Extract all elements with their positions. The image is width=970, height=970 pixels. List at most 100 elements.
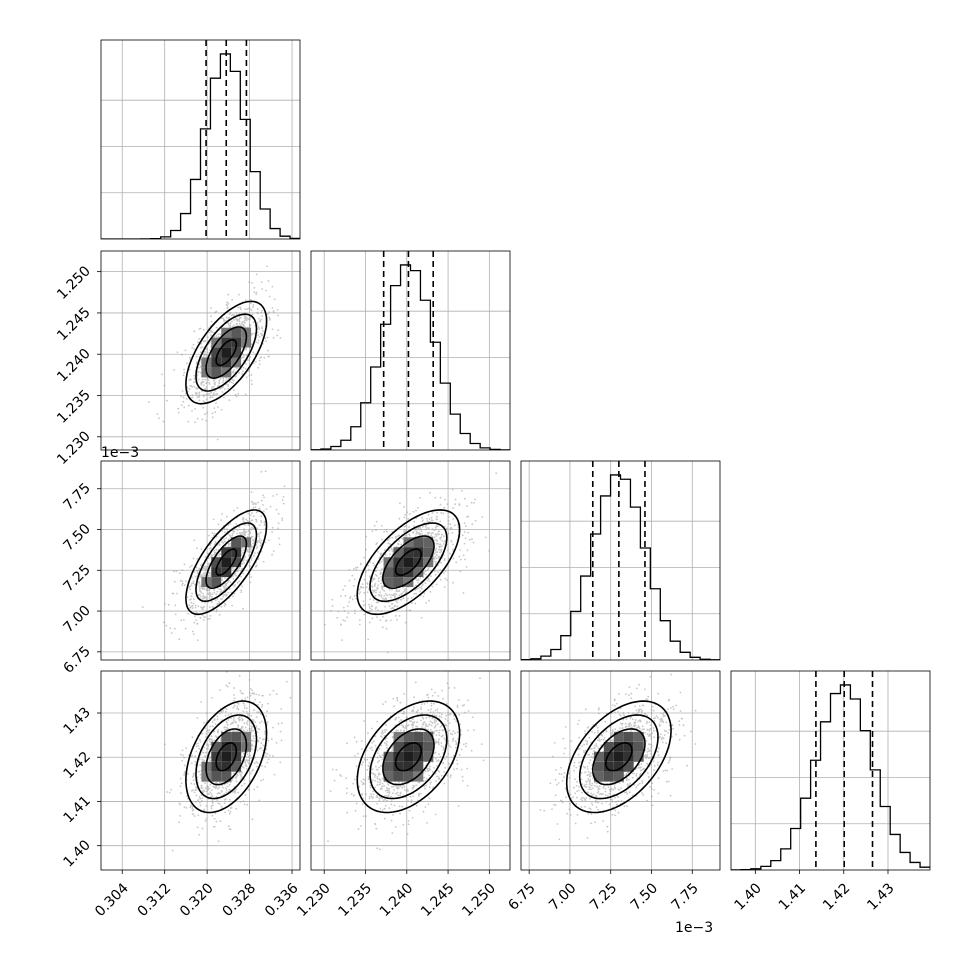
sample-point (217, 384, 220, 387)
sample-point (215, 593, 218, 596)
sample-point (256, 765, 258, 768)
sample-point (369, 561, 372, 563)
sample-point (414, 589, 417, 591)
sample-point (348, 579, 351, 582)
sample-point (388, 589, 391, 591)
sample-point (185, 807, 188, 809)
sample-point (471, 716, 474, 719)
sample-point (223, 577, 226, 579)
sample-point (191, 410, 193, 412)
sample-point (221, 598, 223, 600)
sample-point (177, 407, 180, 410)
sample-point (276, 493, 278, 496)
sample-point (376, 587, 379, 589)
sample-point (243, 354, 245, 357)
sample-point (222, 709, 225, 712)
sample-point (264, 752, 267, 754)
sample-point (450, 528, 453, 530)
sample-point (443, 559, 446, 562)
sample-point (370, 604, 373, 607)
sample-point (216, 602, 219, 605)
sample-point (203, 597, 206, 600)
sample-point (207, 565, 210, 567)
sample-point (227, 719, 230, 721)
sample-point (385, 529, 388, 531)
sample-point (199, 327, 202, 330)
sample-point (253, 540, 255, 543)
sample-point (180, 395, 183, 398)
sample-point (227, 542, 230, 545)
density-cell (211, 751, 222, 762)
sample-point (219, 738, 222, 740)
sample-point (364, 603, 367, 606)
sample-point (205, 388, 207, 391)
sample-point (204, 601, 206, 604)
sample-point (237, 726, 240, 728)
sample-point (252, 720, 255, 723)
sample-point (248, 528, 250, 531)
sample-point (211, 725, 214, 728)
density-cell (211, 347, 222, 358)
sample-point (258, 748, 261, 750)
sample-point (250, 298, 252, 301)
sample-point (355, 566, 357, 569)
sample-point (211, 814, 214, 817)
sample-point (181, 749, 184, 752)
sample-point (353, 578, 356, 581)
sample-point (253, 552, 256, 554)
sample-point (397, 598, 400, 601)
sample-point (208, 729, 211, 731)
sample-point (223, 538, 226, 540)
sample-point (228, 588, 231, 590)
sample-point (439, 551, 441, 554)
sample-point (438, 555, 441, 558)
sample-point (404, 589, 406, 592)
sample-point (481, 516, 484, 518)
sample-point (243, 562, 246, 564)
sample-point (240, 568, 243, 570)
sample-point (236, 581, 239, 584)
sample-point (194, 760, 197, 763)
sample-point (193, 385, 196, 388)
sample-point (256, 546, 259, 548)
sample-point (360, 748, 363, 750)
sample-point (229, 322, 232, 325)
sample-point (267, 349, 269, 352)
sample-point (244, 697, 247, 700)
sample-point (199, 804, 202, 807)
sample-point (164, 743, 166, 746)
sample-point (276, 334, 278, 337)
sample-point (201, 381, 204, 384)
sample-point (191, 736, 194, 739)
sample-point (434, 563, 437, 566)
sample-point (464, 558, 466, 561)
sample-point (169, 627, 172, 630)
sample-point (197, 814, 200, 817)
sample-point (161, 373, 164, 376)
sample-point (445, 714, 448, 717)
sample-point (261, 703, 264, 706)
sample-point (245, 759, 248, 762)
sample-point (239, 727, 242, 730)
sample-point (187, 612, 189, 615)
sample-point (205, 748, 208, 750)
sample-point (240, 589, 243, 592)
sample-point (342, 619, 345, 621)
hist-panel-4 (730, 670, 931, 871)
hist-panel-2 (310, 250, 511, 451)
sample-point (223, 528, 226, 531)
sample-point (193, 374, 196, 377)
sample-point (410, 799, 413, 802)
sample-point (369, 786, 372, 789)
sample-point (170, 788, 173, 791)
sample-point (232, 530, 235, 533)
sample-point (455, 742, 458, 744)
sample-point (246, 308, 249, 310)
sample-point (207, 589, 210, 592)
sample-point (424, 525, 427, 528)
sample-point (205, 398, 208, 401)
sample-point (210, 595, 213, 598)
sample-point (209, 743, 212, 746)
sample-point (260, 281, 263, 283)
sample-point (245, 710, 248, 713)
